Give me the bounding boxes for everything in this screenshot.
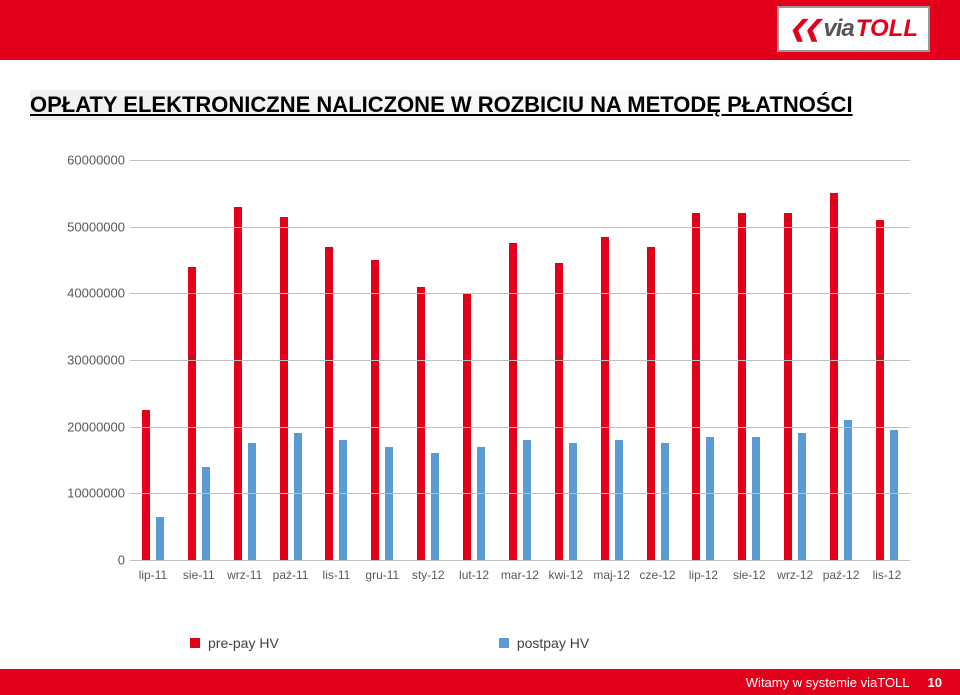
y-axis-label: 40000000 (50, 286, 125, 301)
bar-postpay (202, 467, 210, 560)
x-axis-label: maj-12 (589, 568, 635, 582)
bar-postpay (385, 447, 393, 560)
bar-prepay (738, 213, 746, 560)
bar-prepay (784, 213, 792, 560)
legend-label: postpay HV (517, 635, 589, 651)
x-axis-label: lut-12 (451, 568, 497, 582)
footer-text: Witamy w systemie viaTOLL (746, 675, 910, 690)
logo: ❮❮ via TOLL (777, 6, 930, 52)
gridline (130, 227, 910, 228)
bar-postpay (339, 440, 347, 560)
bar-postpay (706, 437, 714, 560)
bar-prepay (509, 243, 517, 560)
logo-toll: TOLL (856, 15, 918, 43)
gridline (130, 293, 910, 294)
gridline (130, 427, 910, 428)
footer-page-number: 10 (928, 675, 942, 690)
bar-prepay (234, 207, 242, 560)
legend-label: pre-pay HV (208, 635, 279, 651)
x-axis-label: sie-12 (726, 568, 772, 582)
bar-postpay (890, 430, 898, 560)
gridline (130, 560, 910, 561)
plot-area: lip-11sie-11wrz-11paź-11lis-11gru-11sty-… (130, 160, 910, 560)
bar-prepay (692, 213, 700, 560)
x-axis-label: cze-12 (635, 568, 681, 582)
x-axis-label: paź-12 (818, 568, 864, 582)
x-axis-labels: lip-11sie-11wrz-11paź-11lis-11gru-11sty-… (130, 568, 910, 582)
bar-prepay (371, 260, 379, 560)
bar-prepay (142, 410, 150, 560)
bar-postpay (294, 433, 302, 560)
bar-prepay (188, 267, 196, 560)
bar-postpay (798, 433, 806, 560)
x-axis-label: gru-11 (359, 568, 405, 582)
bar-postpay (844, 420, 852, 560)
legend-item-prepay: pre-pay HV (190, 635, 279, 651)
bar-postpay (615, 440, 623, 560)
x-axis-label: kwi-12 (543, 568, 589, 582)
x-axis-label: sty-12 (405, 568, 451, 582)
x-axis-label: lip-11 (130, 568, 176, 582)
legend-swatch-icon (499, 638, 509, 648)
bar-postpay (752, 437, 760, 560)
x-axis-label: lis-12 (864, 568, 910, 582)
x-axis-label: sie-11 (176, 568, 222, 582)
y-axis-label: 10000000 (50, 486, 125, 501)
bar-chart: lip-11sie-11wrz-11paź-11lis-11gru-11sty-… (50, 160, 910, 600)
y-axis-label: 30000000 (50, 353, 125, 368)
bar-prepay (555, 263, 563, 560)
x-axis-label: lip-12 (681, 568, 727, 582)
x-axis-label: paź-11 (268, 568, 314, 582)
gridline (130, 360, 910, 361)
y-axis-label: 60000000 (50, 153, 125, 168)
bar-prepay (417, 287, 425, 560)
legend: pre-pay HV postpay HV (190, 635, 589, 651)
x-axis-label: wrz-12 (772, 568, 818, 582)
y-axis-label: 20000000 (50, 419, 125, 434)
y-axis-label: 0 (50, 553, 125, 568)
bar-postpay (248, 443, 256, 560)
footer-band: Witamy w systemie viaTOLL 10 (0, 669, 960, 695)
bar-postpay (431, 453, 439, 560)
bar-prepay (601, 237, 609, 560)
bar-postpay (477, 447, 485, 560)
bar-postpay (661, 443, 669, 560)
x-axis-label: mar-12 (497, 568, 543, 582)
y-axis-label: 50000000 (50, 219, 125, 234)
x-axis-label: wrz-11 (222, 568, 268, 582)
bar-postpay (523, 440, 531, 560)
bar-prepay (876, 220, 884, 560)
bar-postpay (156, 517, 164, 560)
header-band: ❮❮ via TOLL (0, 0, 960, 60)
gridline (130, 493, 910, 494)
legend-swatch-icon (190, 638, 200, 648)
legend-item-postpay: postpay HV (499, 635, 589, 651)
x-axis-label: lis-11 (314, 568, 360, 582)
bar-prepay (830, 193, 838, 560)
bar-postpay (569, 443, 577, 560)
bar-prepay (280, 217, 288, 560)
logo-via: via (823, 15, 853, 43)
page-title: OPŁATY ELEKTRONICZNE NALICZONE W ROZBICI… (30, 90, 859, 120)
gridline (130, 160, 910, 161)
logo-chevron-icon: ❮❮ (789, 16, 818, 42)
